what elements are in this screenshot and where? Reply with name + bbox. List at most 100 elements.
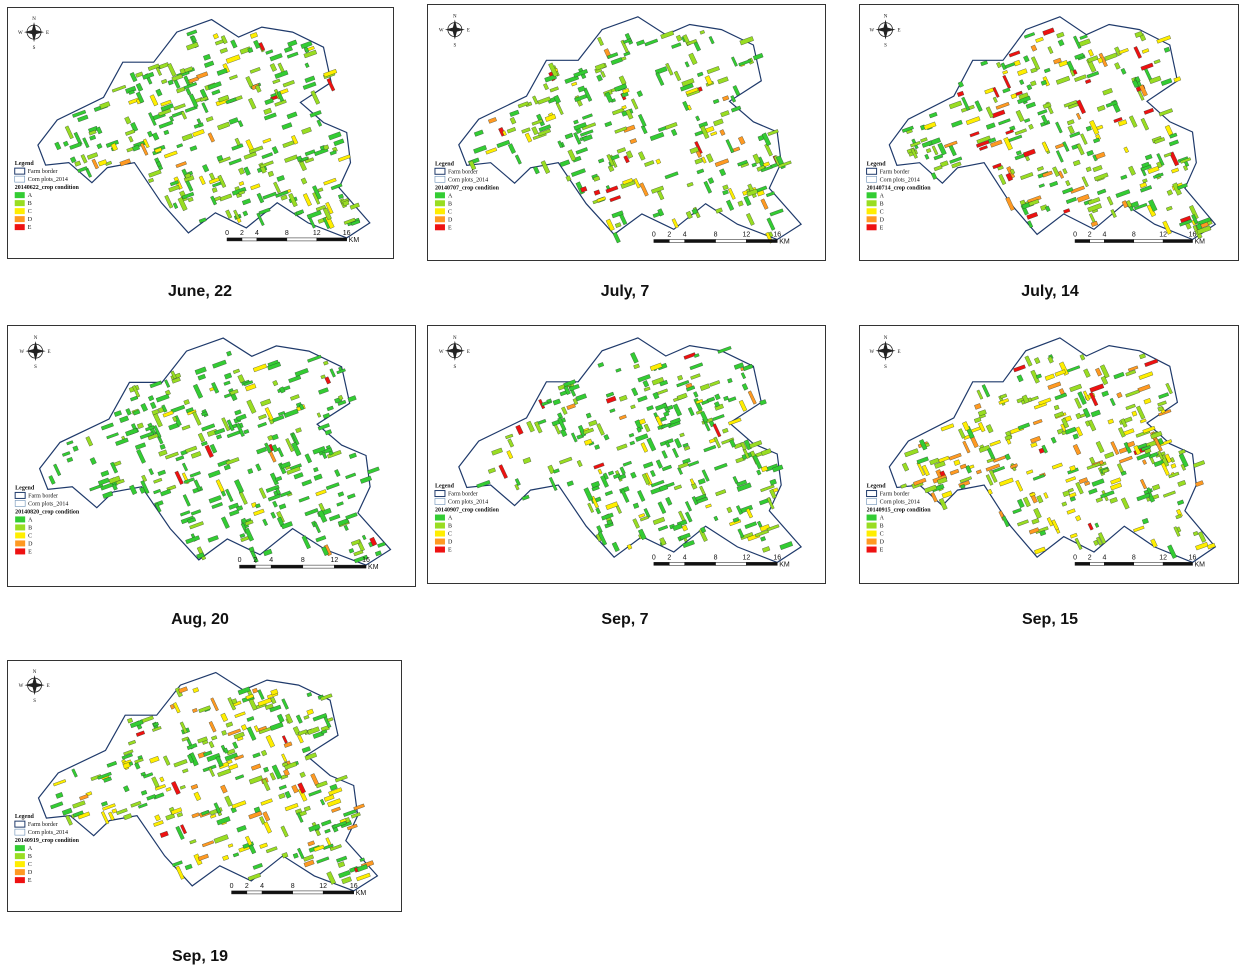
scale-label: 8 (285, 230, 289, 237)
legend-class-swatch (15, 200, 25, 206)
scale-segment (1104, 562, 1133, 565)
scale-segment (247, 891, 262, 894)
legend-class-label: E (880, 548, 884, 554)
legend-class-label: A (448, 193, 453, 199)
legend-class-swatch (15, 877, 25, 883)
compass-s: S (453, 365, 456, 370)
legend-plot-swatch (867, 499, 877, 505)
scale-segment (287, 238, 317, 241)
legend-class-label: C (28, 209, 32, 215)
compass-w: W (439, 350, 444, 355)
scale-segment (1134, 240, 1163, 243)
compass-w: W (19, 684, 24, 689)
scale-segment (716, 562, 747, 565)
scale-label: 2 (253, 557, 257, 564)
legend-class-swatch (435, 547, 445, 553)
scale-label: 12 (1159, 232, 1167, 239)
scale-segment (716, 240, 747, 243)
legend-class-swatch (867, 539, 877, 545)
scale-label: 12 (742, 232, 750, 239)
map-panel: NSEWLegendFarm borderCorn plots_20142014… (428, 5, 826, 261)
legend-class-label: E (28, 225, 32, 231)
scale-segment (271, 565, 303, 568)
legend-class-swatch (867, 192, 877, 198)
legend-class-swatch (867, 208, 877, 214)
legend-class-swatch (435, 224, 445, 230)
scale-label: 2 (667, 232, 671, 239)
legend-class-swatch (15, 224, 25, 230)
legend-class-swatch (15, 861, 25, 867)
compass-s: S (33, 699, 36, 704)
panel-caption: Sep, 7 (601, 611, 648, 628)
legend-title: Legend (15, 161, 35, 167)
scale-label: 2 (667, 554, 671, 561)
scale-segment (654, 562, 669, 565)
legend-class-label: C (28, 533, 32, 539)
legend-layer: 20140714_crop condition (867, 185, 932, 191)
legend-corn-plots: Corn plots_2014 (448, 500, 488, 506)
compass-n: N (453, 15, 457, 20)
scale-label: 8 (714, 554, 718, 561)
legend-class-label: C (448, 532, 452, 538)
scale-label: 8 (714, 232, 718, 239)
legend-class-label: E (28, 878, 32, 884)
legend-class-swatch (435, 531, 445, 537)
scale-label: 4 (683, 554, 687, 561)
compass-e: E (47, 684, 50, 689)
scale-label: 2 (240, 230, 244, 237)
legend-plot-swatch (867, 176, 877, 182)
legend-layer: 20140622_crop condition (15, 185, 80, 191)
legend-class-label: B (880, 524, 884, 530)
scale-label: 16 (343, 230, 351, 237)
scale-segment (262, 891, 293, 894)
legend-corn-plots: Corn plots_2014 (880, 177, 920, 183)
compass-w: W (870, 350, 875, 355)
compass-e: E (48, 350, 51, 355)
scale-label: 16 (773, 554, 781, 561)
scale-segment (303, 565, 335, 568)
map-panel: NSEWLegendFarm borderCorn plots_20142014… (8, 661, 402, 912)
scale-label: 12 (331, 557, 339, 564)
scale-unit: KM (779, 239, 790, 246)
map-panel: NSEWLegendFarm borderCorn plots_20142014… (8, 8, 394, 259)
legend-class-label: C (28, 862, 32, 868)
scale-label: 0 (652, 232, 656, 239)
scale-label: 8 (301, 557, 305, 564)
legend-class-label: D (448, 540, 453, 546)
scale-label: 4 (683, 232, 687, 239)
legend-class-swatch (435, 200, 445, 206)
legend-class-label: B (448, 201, 452, 207)
map-panel: NSEWLegendFarm borderCorn plots_20142014… (8, 326, 416, 587)
legend-title: Legend (867, 484, 887, 490)
compass-w: W (870, 29, 875, 34)
legend-plot-swatch (435, 176, 445, 182)
scale-segment (255, 565, 271, 568)
scale-segment (685, 562, 716, 565)
scale-segment (746, 562, 777, 565)
compass-e: E (898, 350, 901, 355)
legend-class-label: D (28, 870, 33, 876)
scale-segment (669, 240, 684, 243)
scale-label: 8 (1132, 554, 1136, 561)
figure: N S E W Legend Farm border Corn plots_2014 2014… (0, 0, 1239, 968)
panel-caption: July, 7 (601, 283, 650, 300)
legend-class-label: A (448, 516, 453, 522)
legend-farm-border: Farm border (448, 169, 478, 175)
scale-unit: KM (356, 890, 367, 897)
compass-w: W (18, 31, 23, 36)
legend-class-label: D (880, 540, 885, 546)
compass-e: E (46, 31, 49, 36)
scale-segment (669, 562, 684, 565)
legend-plot-swatch (15, 176, 25, 182)
legend-layer: 20140919_crop condition (15, 838, 80, 844)
legend-class-label: E (448, 225, 452, 231)
compass-n: N (34, 336, 38, 341)
legend-farm-swatch (15, 821, 25, 827)
scale-segment (317, 238, 347, 241)
legend-class-swatch (435, 208, 445, 214)
panel-caption: June, 22 (168, 283, 232, 300)
legend-farm-swatch (435, 168, 445, 174)
legend-class-label: B (28, 854, 32, 860)
legend-class-label: D (448, 217, 453, 223)
scale-label: 12 (319, 883, 327, 890)
